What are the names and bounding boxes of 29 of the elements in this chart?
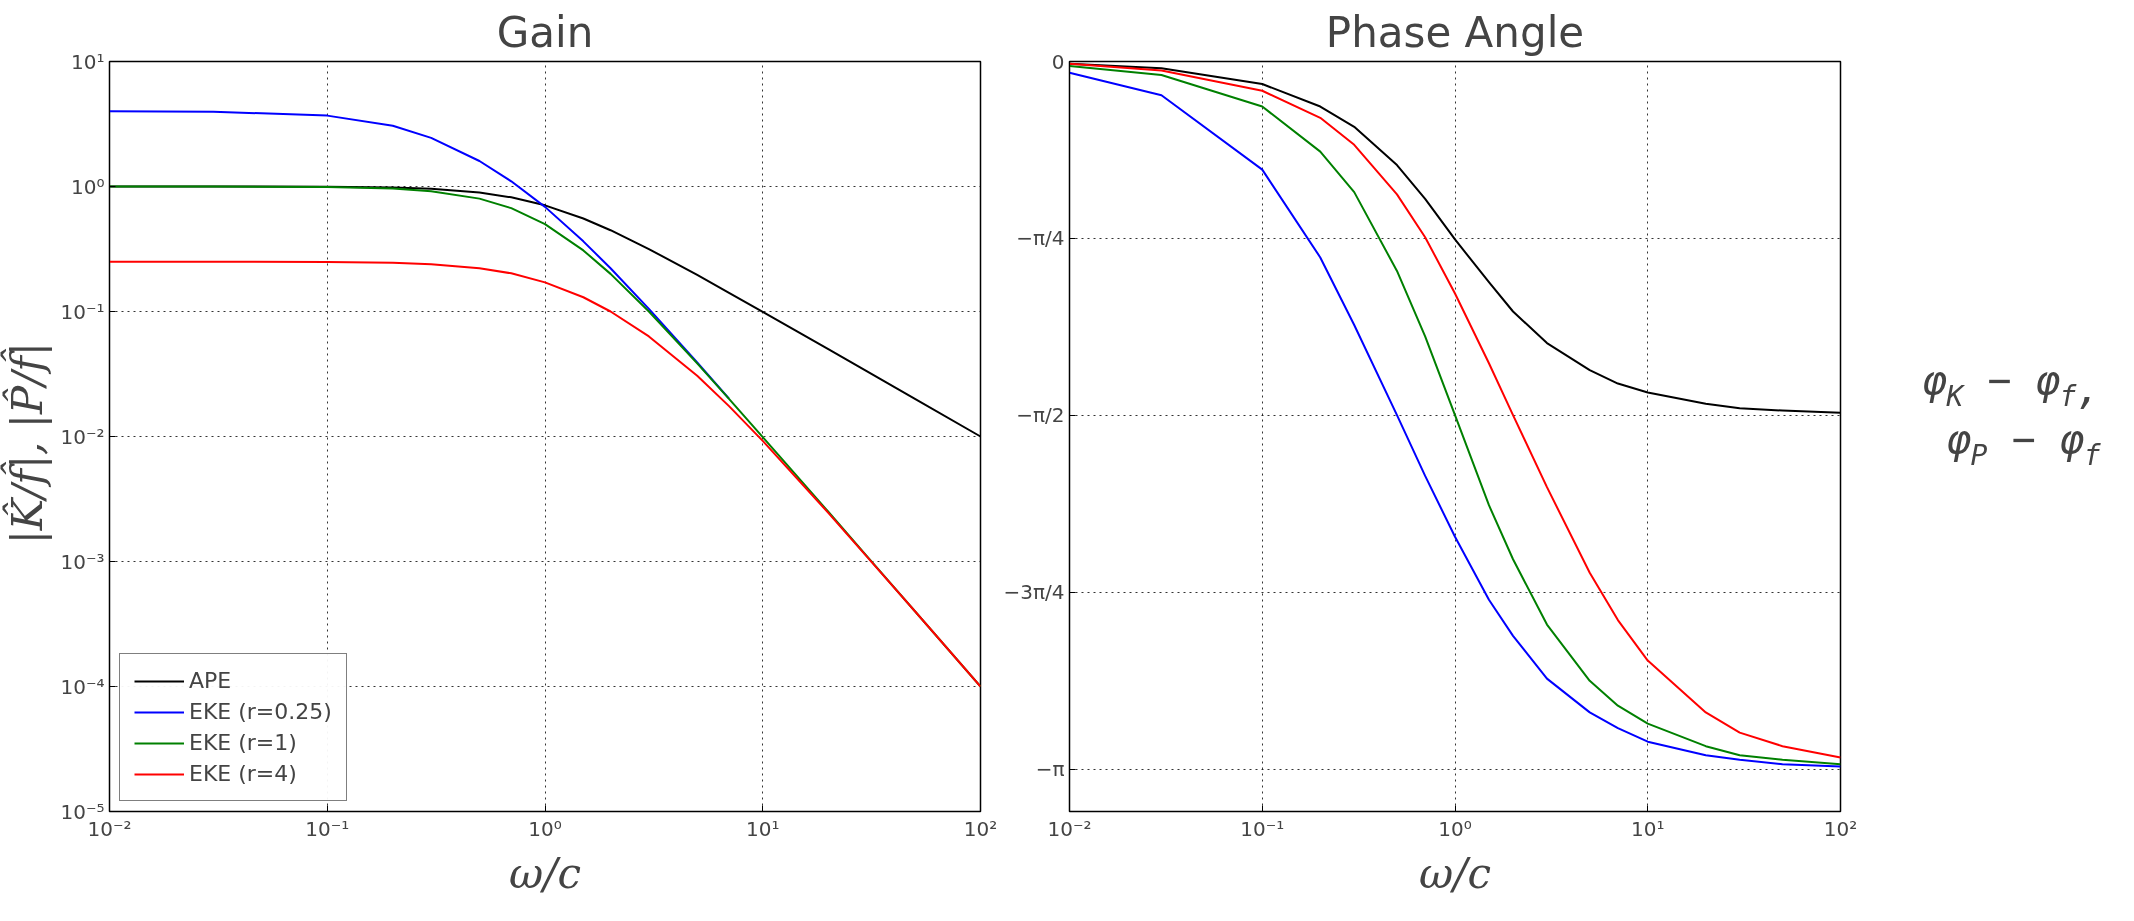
x-axis-title: ω/c — [509, 848, 581, 898]
legend-label: EKE (r=0.25) — [189, 699, 332, 724]
legend-label: EKE (r=4) — [189, 761, 297, 786]
x-tick-label: 10⁻¹ — [305, 816, 350, 841]
x-tick-label: 10¹ — [1631, 816, 1665, 841]
x-axis-title: ω/c — [1419, 848, 1491, 898]
x-tick-label: 10⁰ — [1438, 816, 1472, 841]
y-tick-label: −π/4 — [1016, 226, 1065, 251]
y-tick-label: 10¹ — [71, 49, 105, 74]
x-tick-label: 10¹ — [746, 816, 780, 841]
y-tick-label: 10⁻⁴ — [60, 674, 105, 699]
y-tick-label: −π — [1035, 757, 1065, 782]
y-tick-label: 10⁻³ — [60, 549, 105, 574]
y-tick-label: 10⁻¹ — [60, 299, 105, 324]
legend-label: EKE (r=1) — [189, 730, 297, 755]
y-axis-title: |K̂/f̂|, |P̂/f̂| — [0, 342, 53, 545]
x-tick-label: 10⁻² — [87, 816, 132, 841]
x-tick-label: 10⁻¹ — [1240, 816, 1285, 841]
legend-label: APE — [189, 668, 232, 693]
chart-title: Gain — [496, 7, 594, 57]
x-tick-label: 10² — [963, 816, 998, 841]
y-tick-label: 10⁰ — [71, 174, 105, 199]
y-tick-label: −3π/4 — [1003, 580, 1065, 605]
y-tick-label: −π/2 — [1016, 403, 1065, 428]
y-tick-label: 10⁻² — [60, 424, 105, 449]
x-tick-label: 10² — [1823, 816, 1858, 841]
y-tick-label: 0 — [1051, 49, 1065, 74]
x-tick-label: 10⁰ — [528, 816, 562, 841]
chart-title: Phase Angle — [1325, 7, 1585, 57]
